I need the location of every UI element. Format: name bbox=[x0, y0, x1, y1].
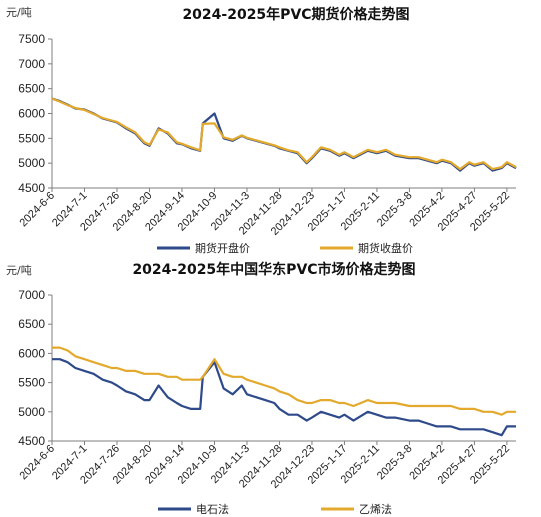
y-tick-label: 4500 bbox=[18, 434, 45, 448]
legend-label-carbide: 电石法 bbox=[196, 502, 229, 516]
chart-title: 2024-2025年PVC期货价格走势图 bbox=[182, 6, 409, 23]
legend-label-ethylene: 乙烯法 bbox=[359, 502, 392, 516]
y-unit-label: 元/吨 bbox=[6, 264, 32, 277]
y-tick-label: 5000 bbox=[18, 156, 45, 170]
plot-area: 45005000550060006500700075002024-6-62024… bbox=[17, 32, 517, 238]
y-tick-label: 6000 bbox=[18, 107, 45, 121]
series-line-a bbox=[52, 358, 516, 437]
chart-east-china: 元/吨 2024-2025年中国华东PVC市场价格走势图 4500 5000 550… bbox=[6, 261, 516, 516]
legend: 电石法 乙烯法 bbox=[158, 502, 392, 516]
y-tick-label: 6000 bbox=[18, 346, 45, 360]
y-unit-label: 元/吨 bbox=[6, 6, 32, 19]
chart-title: 2024-2025年中国华东PVC市场价格走势图 bbox=[132, 261, 415, 278]
chart-futures: 元/吨 2024-2025年PVC期货价格走势图 4500 5000 5500 600… bbox=[6, 6, 517, 255]
y-tick-label: 4500 bbox=[18, 181, 45, 195]
y-tick-label: 5000 bbox=[18, 405, 45, 419]
y-tick-label: 7000 bbox=[18, 57, 45, 71]
y-tick-label: 7000 bbox=[18, 288, 45, 302]
legend-label-open: 期货开盘价 bbox=[195, 241, 250, 255]
legend: 期货开盘价 期货收盘价 bbox=[157, 241, 413, 255]
legend-label-close: 期货收盘价 bbox=[358, 241, 413, 255]
y-tick-label: 7500 bbox=[18, 32, 45, 46]
plot-area: 4500500055006000650070002024-6-62024-7-1… bbox=[17, 288, 516, 491]
y-tick-label: 5500 bbox=[18, 131, 45, 145]
y-tick-label: 6500 bbox=[18, 317, 45, 331]
y-tick-label: 6500 bbox=[18, 82, 45, 96]
series-line-b bbox=[52, 346, 516, 416]
y-tick-label: 5500 bbox=[18, 376, 45, 390]
series-line-b bbox=[51, 97, 517, 171]
